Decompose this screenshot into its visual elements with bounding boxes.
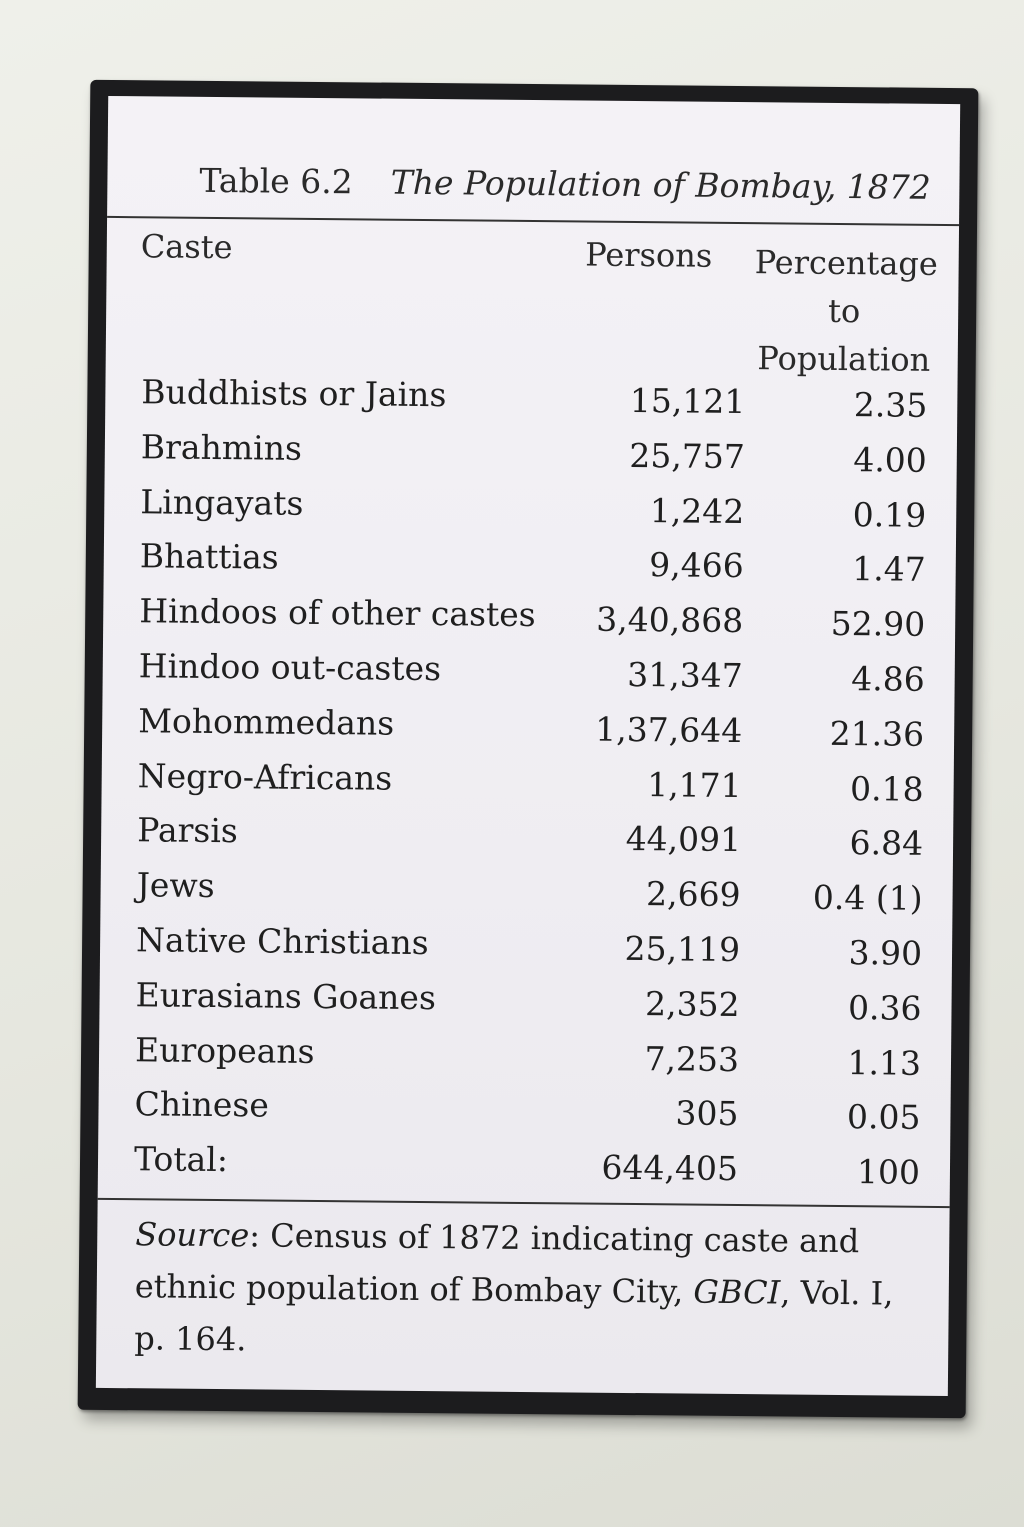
cell-persons: 15,121 [629, 380, 746, 422]
cell-caste: Buddhists or Jains [141, 372, 447, 415]
cell-caste: Chinese [134, 1084, 270, 1125]
cell-caste: Mohommedans [138, 701, 395, 743]
cell-caste: Jews [136, 865, 215, 906]
table-row: Mohommedans 1,37,644 21.36 [102, 695, 954, 758]
table-title: The Population of Bombay, 1872 [390, 162, 931, 207]
cell-percentage: 52.90 [830, 604, 926, 644]
table-caption: Table 6.2 The Population of Bombay, 1872 [199, 161, 931, 207]
table-row: Hindoos of other castes 3,40,868 52.90 [103, 585, 955, 648]
cell-percentage: 0.4 (1) [812, 877, 923, 918]
table-row: Chinese 305 0.05 [98, 1078, 950, 1141]
cell-persons: 305 [675, 1093, 739, 1134]
source-reference: GBCI [693, 1272, 781, 1312]
table-body: Buddhists or Jains 15,121 2.35 Brahmins 25,… [98, 366, 958, 1196]
cell-percentage: 6.84 [849, 823, 924, 864]
table-row: Negro-Africans 1,171 0.18 [101, 749, 953, 812]
cell-persons: 1,37,644 [595, 709, 743, 750]
header-top-rule [107, 215, 960, 227]
table-row: Parsis 44,091 6.84 [101, 804, 953, 867]
cell-caste: Total: [133, 1139, 229, 1180]
cell-caste: Negro-Africans [137, 755, 393, 798]
cell-persons: 644,405 [601, 1147, 739, 1189]
cell-percentage: 0.36 [847, 987, 922, 1028]
cell-persons: 7,253 [644, 1038, 740, 1079]
cell-percentage: 1.47 [852, 549, 926, 590]
cell-percentage: 1.13 [847, 1042, 922, 1083]
cell-persons: 31,347 [627, 654, 743, 696]
table-card: Table 6.2 The Population of Bombay, 1872 … [95, 95, 961, 1397]
cell-persons: 2,352 [644, 983, 740, 1024]
cell-percentage: 3.90 [848, 933, 923, 973]
table-row: Jews 2,669 0.4 (1) [100, 859, 952, 922]
source-label: Source [135, 1215, 250, 1255]
cell-percentage: 0.05 [846, 1097, 921, 1138]
cell-caste: Native Christians [135, 920, 429, 963]
column-header-caste: Caste [140, 227, 233, 267]
source-note: Source: Census of 1872 indicating caste … [134, 1208, 915, 1371]
table-row-total: Total: 644,405 100 [98, 1133, 950, 1196]
mounted-placard: Table 6.2 The Population of Bombay, 1872 … [77, 79, 979, 1419]
cell-caste: Eurasians Goanes [135, 975, 437, 1017]
table-row: Hindoo out-castes 31,347 4.86 [103, 640, 955, 703]
table-number: Table 6.2 [199, 160, 353, 202]
table-row: Eurasians Goanes 2,352 0.36 [99, 969, 951, 1032]
table-row: Buddhists or Jains 15,121 2.35 [105, 366, 957, 429]
table-row: Brahmins 25,757 4.00 [105, 421, 957, 484]
table-row: Lingayats 1,242 0.19 [104, 476, 956, 539]
cell-caste: Parsis [137, 810, 238, 851]
cell-caste: Hindoos of other castes [139, 591, 536, 635]
source-colon: : [249, 1216, 271, 1255]
cell-persons: 9,466 [649, 545, 744, 586]
column-header-persons: Persons [585, 235, 713, 275]
cell-persons: 1,242 [649, 490, 745, 531]
cell-percentage: 4.00 [853, 439, 927, 480]
table-row: Europeans 7,253 1.13 [99, 1023, 951, 1086]
cell-caste: Lingayats [140, 481, 304, 523]
column-header-percentage: Percentage to Population [754, 238, 939, 384]
cell-percentage: 0.19 [852, 494, 927, 535]
cell-persons: 1,171 [646, 764, 742, 805]
table-row: Bhattias 9,466 1.47 [104, 530, 956, 593]
cell-percentage: 2.35 [853, 385, 928, 425]
cell-caste: Europeans [134, 1029, 315, 1071]
table-row: Native Christians 25,119 3.90 [100, 914, 952, 977]
cell-persons: 25,119 [624, 928, 741, 970]
cell-caste: Brahmins [140, 427, 303, 468]
cell-persons: 2,669 [645, 874, 741, 915]
cell-percentage: 0.18 [849, 768, 924, 809]
cell-percentage: 100 [856, 1152, 921, 1192]
cell-persons: 25,757 [629, 435, 746, 476]
column-header-percentage-line2: to [827, 291, 861, 331]
column-header-percentage-line1: Percentage [754, 243, 939, 283]
cell-caste: Hindoo out-castes [138, 646, 442, 689]
cell-percentage: 21.36 [829, 713, 925, 754]
footer-rule [97, 1197, 950, 1209]
cell-caste: Bhattias [139, 536, 279, 577]
cell-percentage: 4.86 [851, 659, 925, 699]
cell-persons: 3,40,868 [596, 599, 744, 641]
cell-persons: 44,091 [625, 819, 742, 860]
